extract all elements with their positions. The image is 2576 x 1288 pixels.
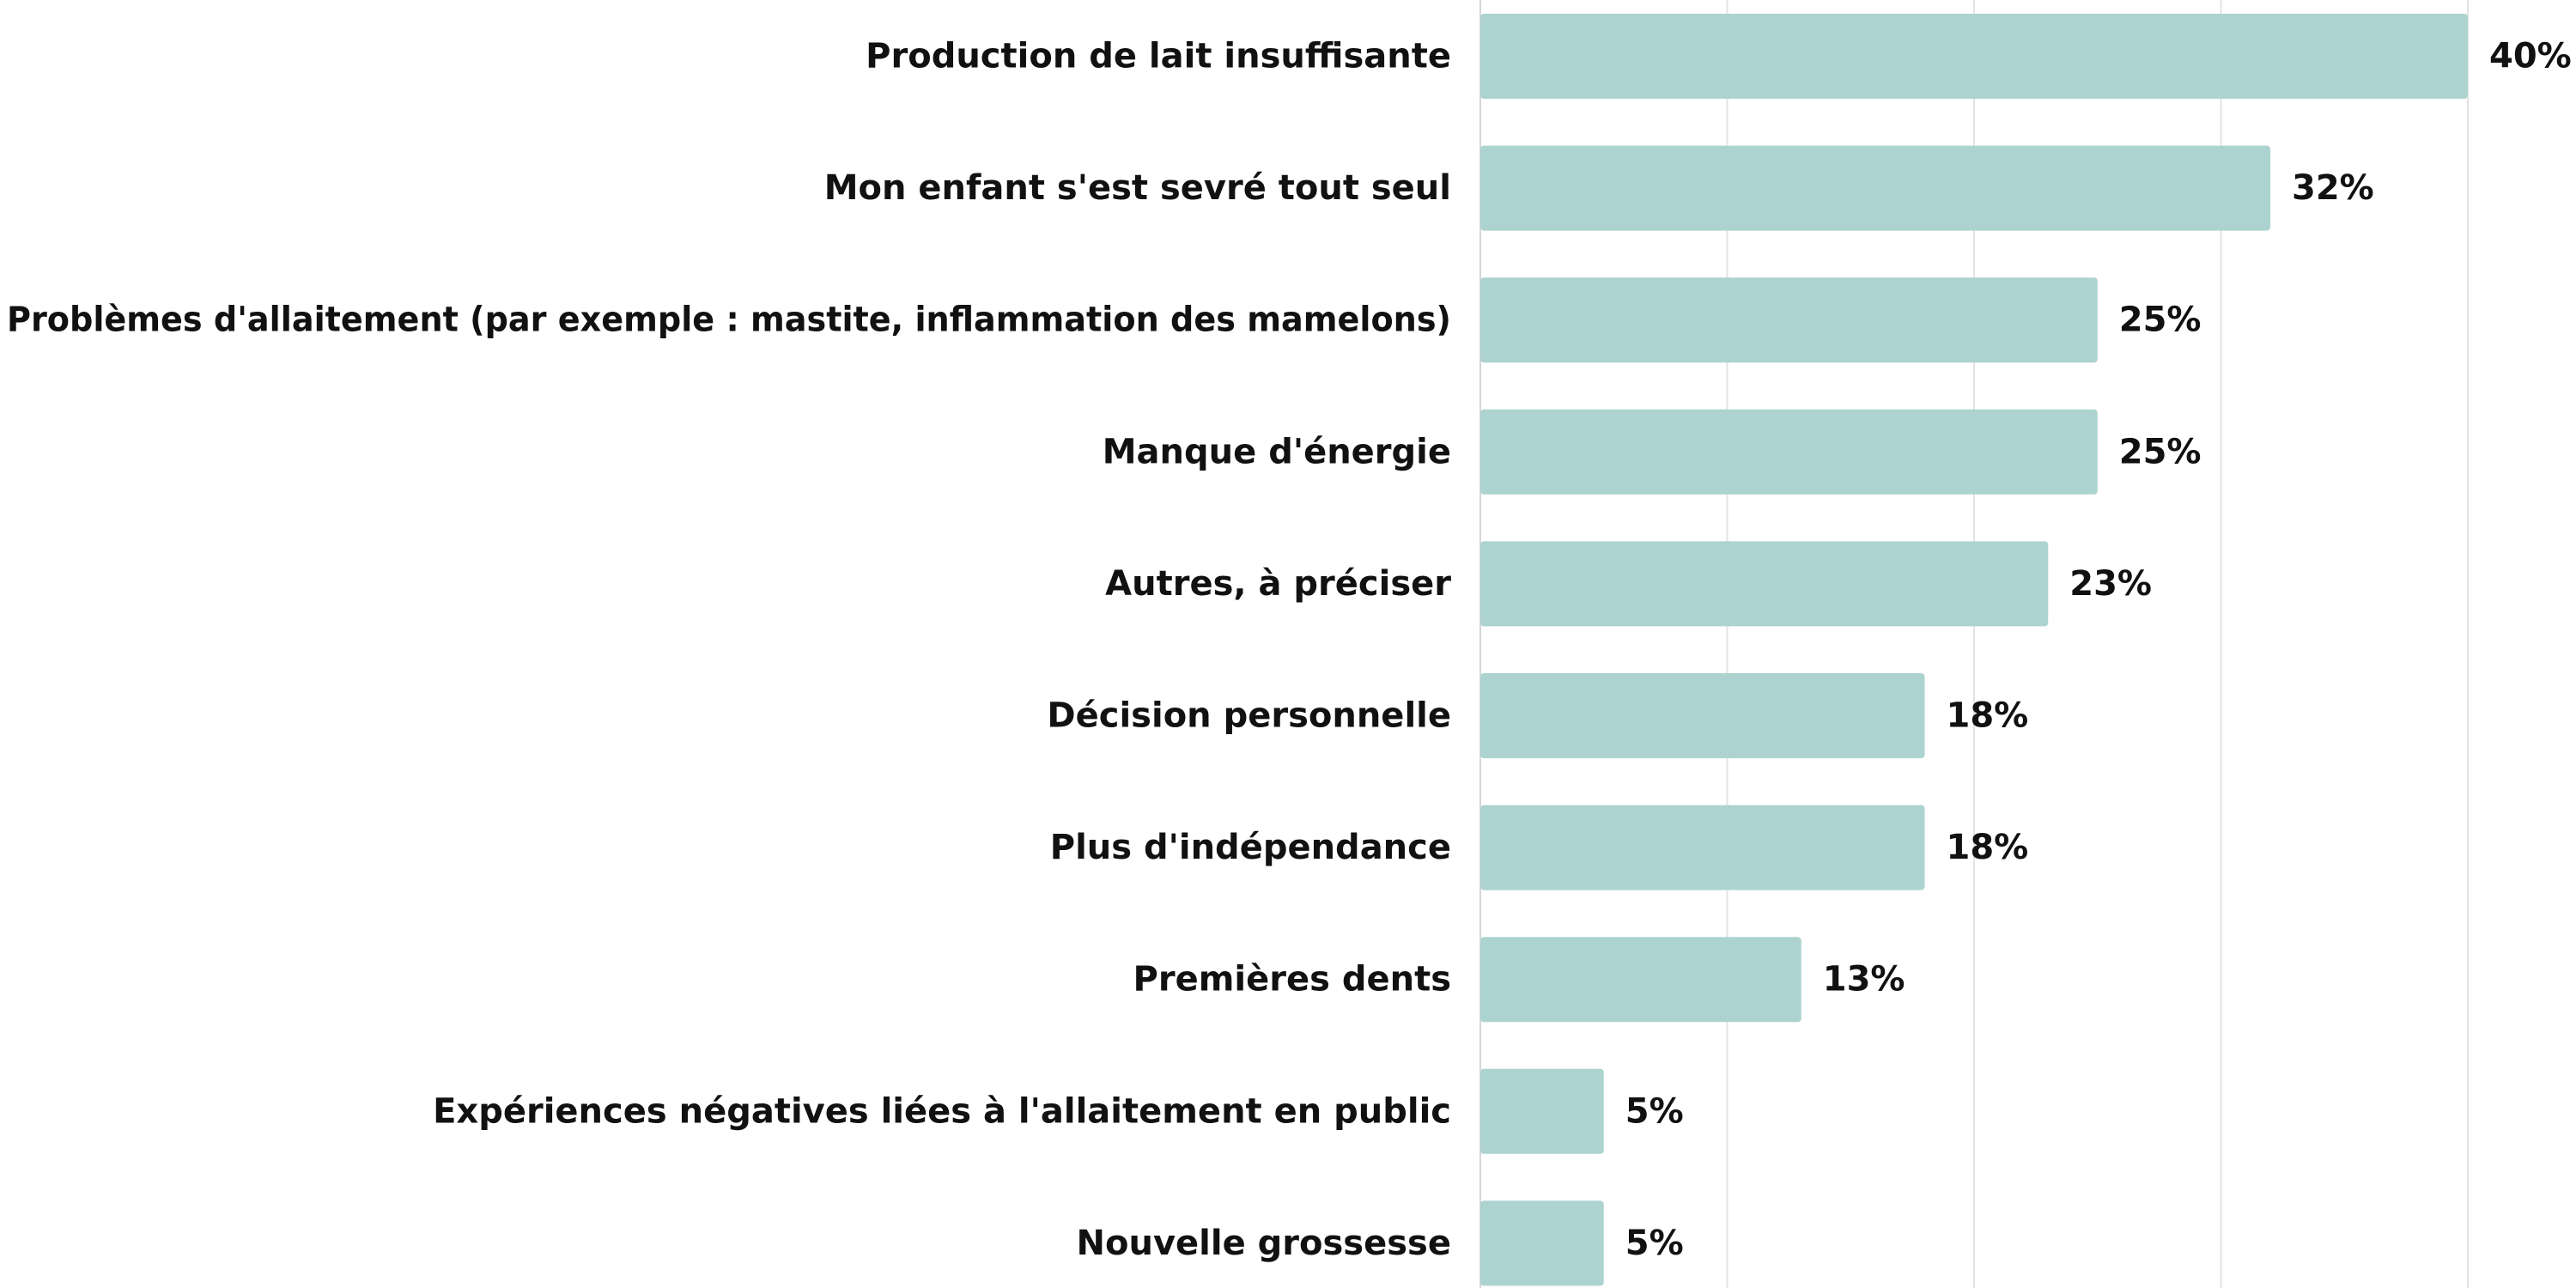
bar-3	[1480, 277, 2098, 363]
value-label-8: 13%	[1823, 960, 1905, 999]
bar-8	[1480, 937, 1801, 1023]
bar-10	[1480, 1200, 1604, 1286]
category-label-7: Plus d'indépendance	[1050, 828, 1451, 867]
category-label-5: Autres, à préciser	[1105, 564, 1451, 604]
category-label-10: Nouvelle grossesse	[1077, 1224, 1451, 1263]
value-label-4: 25%	[2119, 432, 2202, 471]
value-label-6: 18%	[1947, 696, 2029, 736]
value-label-3: 25%	[2119, 301, 2202, 340]
category-label-1: Production de lait insuffisante	[866, 37, 1451, 76]
category-label-4: Manque d'énergie	[1103, 432, 1451, 471]
category-label-layer: Production de lait insuffisante Mon enfan…	[7, 37, 1451, 1263]
value-label-layer: 40% 32% 25% 25% 23% 18% 18% 13% 5% 5%	[1625, 37, 2572, 1263]
value-label-7: 18%	[1947, 828, 2029, 867]
bar-layer	[1480, 14, 2468, 1286]
value-label-9: 5%	[1625, 1091, 1684, 1131]
bar-5	[1480, 541, 2049, 627]
value-label-10: 5%	[1625, 1224, 1684, 1263]
value-label-5: 23%	[2069, 564, 2152, 604]
category-label-2: Mon enfant s'est sevré tout seul	[824, 168, 1451, 208]
bar-9	[1480, 1068, 1604, 1154]
value-label-2: 32%	[2292, 168, 2374, 208]
category-label-9: Expériences négatives liées à l'allaitem…	[433, 1091, 1451, 1131]
bar-1	[1480, 14, 2468, 99]
bar-6	[1480, 673, 1925, 758]
bar-2	[1480, 145, 2270, 231]
category-label-8: Premières dents	[1133, 960, 1451, 999]
value-label-1: 40%	[2489, 37, 2572, 76]
bar-7	[1480, 805, 1925, 890]
category-label-3: Problèmes d'allaitement (par exemple : m…	[7, 301, 1451, 340]
bar-4	[1480, 409, 2098, 495]
category-label-6: Décision personnelle	[1047, 696, 1451, 736]
